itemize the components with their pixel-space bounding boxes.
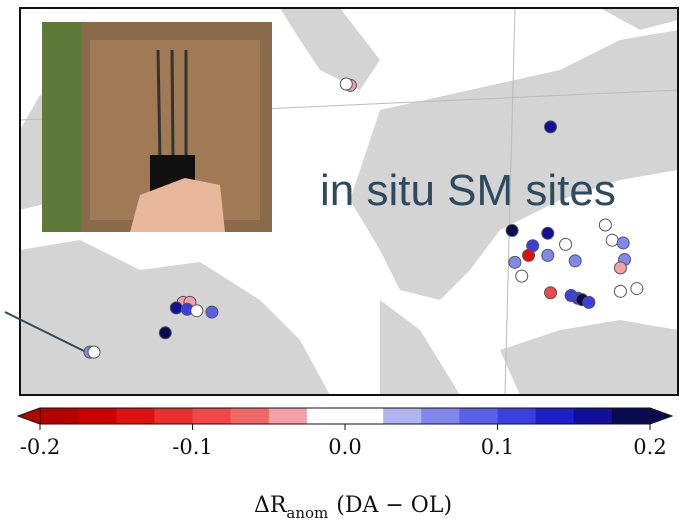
label-suffix: (DA − OL) (336, 493, 452, 518)
site-point (606, 234, 618, 246)
figure: in situ SM sites -0.2 -0.1 0.0 0.1 0.2 ΔRano… (0, 0, 686, 531)
annotation: in situ SM sites (320, 166, 616, 215)
colorbar-bin (154, 408, 193, 424)
site-point (516, 270, 528, 282)
label-main: ΔR (254, 493, 288, 518)
colorbar-label: ΔRanom (DA − OL) (254, 493, 452, 522)
site-point (583, 296, 595, 308)
photo-inset (42, 22, 272, 232)
site-point (542, 249, 554, 261)
colorbar-bin (421, 408, 460, 424)
label-sub: anom (286, 504, 328, 522)
colorbar-bin (78, 408, 117, 424)
colorbar-tick-label: 0.1 (481, 435, 514, 459)
site-point (159, 327, 171, 339)
colorbar-bin (269, 408, 308, 424)
colorbar-extend (650, 408, 672, 424)
colorbar-bin (574, 408, 613, 424)
site-point (88, 346, 100, 358)
colorbar-bin (116, 408, 155, 424)
site-point (206, 306, 218, 318)
colorbar-bin (459, 408, 498, 424)
site-point (506, 225, 518, 237)
colorbar-extend (18, 408, 40, 424)
probe-rod (172, 50, 173, 160)
site-point (614, 262, 626, 274)
colorbar-tick-label: -0.2 (20, 435, 61, 459)
colorbar-tick-label: -0.1 (172, 435, 213, 459)
colorbar-bin (193, 408, 232, 424)
site-point (631, 283, 643, 295)
probe-rod (158, 50, 160, 160)
colorbar: -0.2 -0.1 0.0 0.1 0.2 (18, 408, 672, 459)
colorbar-bin (40, 408, 79, 424)
site-point (523, 249, 535, 261)
site-point (170, 302, 182, 314)
colorbar-bin (231, 408, 270, 424)
site-point (191, 305, 203, 317)
colorbar-tick-label: 0.0 (328, 435, 361, 459)
site-point (617, 237, 629, 249)
site-point (340, 78, 352, 90)
colorbar-bin (536, 408, 575, 424)
colorbar-bin (383, 408, 422, 424)
colorbar-bin (307, 408, 346, 424)
site-point (545, 121, 557, 133)
site-point (569, 255, 581, 267)
site-point (560, 238, 572, 250)
colorbar-bin (612, 408, 651, 424)
colorbar-tick-label: 0.2 (633, 435, 666, 459)
colorbar-bin (345, 408, 384, 424)
site-point (545, 287, 557, 299)
site-point (614, 285, 626, 297)
site-point (509, 256, 521, 268)
site-point (542, 227, 554, 239)
colorbar-bin (498, 408, 537, 424)
photo-leaves (42, 22, 82, 232)
site-point (599, 219, 611, 231)
